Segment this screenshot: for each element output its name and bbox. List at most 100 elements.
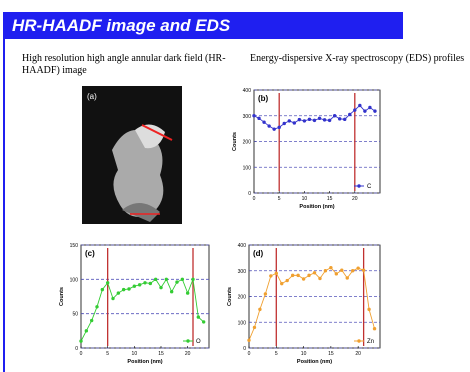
data-point	[138, 283, 141, 286]
data-point	[286, 279, 289, 282]
data-point	[313, 271, 316, 274]
data-point	[247, 339, 250, 342]
data-point	[338, 117, 341, 120]
data-point	[368, 106, 371, 109]
data-point	[296, 274, 299, 277]
x-tick-label: 10	[301, 351, 307, 357]
data-point	[269, 274, 272, 277]
data-point	[335, 272, 338, 275]
data-point	[353, 108, 356, 111]
data-point	[307, 274, 310, 277]
y-tick-label: 50	[72, 312, 78, 318]
data-point	[324, 269, 327, 272]
haadf-image: (a)	[82, 86, 182, 224]
data-point	[175, 280, 178, 283]
data-point	[275, 272, 278, 275]
data-point	[154, 278, 157, 281]
data-point	[262, 120, 265, 123]
data-point	[308, 118, 311, 121]
panel-label: (b)	[258, 94, 269, 103]
x-axis-label: Position (nm)	[297, 359, 332, 365]
y-tick-label: 0	[75, 346, 78, 352]
y-axis-label: Counts	[232, 132, 238, 151]
image-label: (a)	[87, 92, 97, 101]
data-point	[90, 319, 93, 322]
data-point	[143, 281, 146, 284]
data-point	[257, 117, 260, 120]
data-point	[272, 127, 275, 130]
data-point	[303, 119, 306, 122]
data-point	[362, 269, 365, 272]
x-tick-label: 0	[253, 196, 256, 202]
x-tick-label: 20	[352, 196, 358, 202]
panel-label: (d)	[253, 249, 264, 258]
data-point	[358, 104, 361, 107]
data-point	[267, 124, 270, 127]
legend-marker	[357, 339, 360, 342]
data-point	[373, 327, 376, 330]
data-point	[79, 339, 82, 342]
panel-label: (c)	[85, 249, 95, 258]
data-point	[373, 109, 376, 112]
x-axis-label: Position (nm)	[127, 359, 162, 365]
data-point	[186, 291, 189, 294]
data-point	[127, 287, 130, 290]
x-tick-label: 10	[132, 351, 138, 357]
data-point	[181, 278, 184, 281]
title: HR-HAADF image and EDS	[12, 16, 231, 35]
y-axis-label: Counts	[227, 287, 233, 306]
y-tick-label: 0	[248, 191, 251, 197]
data-point	[170, 290, 173, 293]
y-tick-label: 0	[243, 346, 246, 352]
x-tick-label: 0	[248, 351, 251, 357]
y-tick-label: 300	[243, 114, 252, 120]
left-caption: High resolution high angle annular dark …	[22, 53, 237, 77]
left-border	[3, 39, 5, 372]
data-point	[367, 308, 370, 311]
data-point	[291, 274, 294, 277]
x-tick-label: 5	[275, 351, 278, 357]
data-point	[191, 278, 194, 281]
y-tick-label: 100	[70, 277, 79, 283]
legend-label: C	[367, 184, 372, 190]
right-caption: Energy-dispersive X-ray spectroscopy (ED…	[250, 53, 465, 65]
data-point	[117, 291, 120, 294]
y-tick-label: 400	[238, 243, 247, 249]
y-axis-label: Counts	[59, 287, 65, 306]
data-point	[106, 281, 109, 284]
data-point	[258, 308, 261, 311]
data-point	[363, 109, 366, 112]
data-point	[264, 292, 267, 295]
data-point	[351, 269, 354, 272]
data-point	[85, 329, 88, 332]
data-point	[283, 122, 286, 125]
data-point	[252, 114, 255, 117]
data-point	[122, 288, 125, 291]
legend-marker	[186, 339, 189, 342]
y-tick-label: 150	[70, 243, 79, 249]
data-point	[197, 315, 200, 318]
legend-label: Zn	[367, 339, 374, 345]
data-point	[302, 277, 305, 280]
x-tick-label: 20	[355, 351, 361, 357]
data-point	[253, 326, 256, 329]
x-tick-label: 20	[185, 351, 191, 357]
y-tick-label: 100	[243, 165, 252, 171]
y-tick-label: 300	[238, 269, 247, 275]
data-point	[356, 266, 359, 269]
x-tick-label: 15	[328, 351, 334, 357]
data-point	[343, 118, 346, 121]
data-point	[202, 320, 205, 323]
data-point	[165, 278, 168, 281]
data-point	[293, 121, 296, 124]
data-point	[111, 297, 114, 300]
data-point	[95, 305, 98, 308]
legend-label: O	[196, 339, 201, 345]
data-point	[101, 288, 104, 291]
data-point	[348, 113, 351, 116]
x-tick-label: 15	[327, 196, 333, 202]
data-point	[313, 119, 316, 122]
data-point	[159, 286, 162, 289]
y-tick-label: 200	[243, 140, 252, 146]
x-tick-label: 5	[278, 196, 281, 202]
